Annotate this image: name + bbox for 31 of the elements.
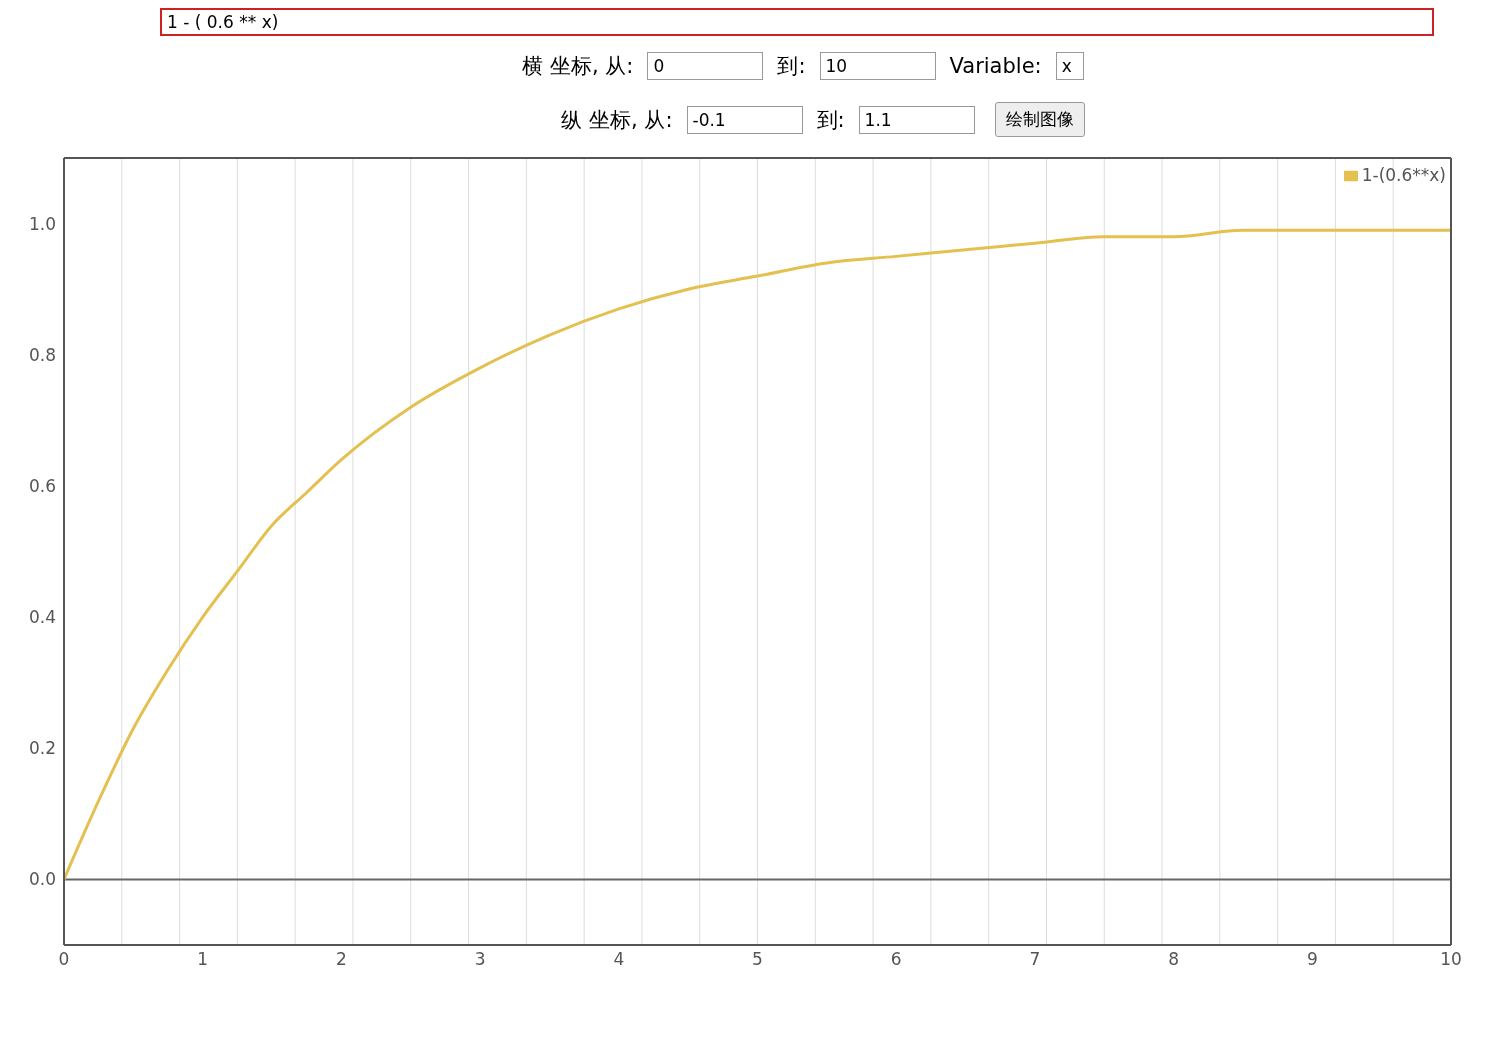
text: 到:: [777, 53, 806, 80]
y-tick-label: 1.0: [28, 213, 56, 234]
text-field: 0: [647, 52, 764, 80]
text: Variable:: [949, 54, 1042, 78]
x-tick-label: 2: [335, 949, 347, 970]
draw-button: 绘制图像: [994, 102, 1085, 137]
y-tick-label: 0.4: [28, 607, 56, 628]
x-tick-label: 9: [1306, 949, 1318, 970]
text: 纵 坐标, 从:: [561, 106, 673, 134]
text: 横 坐标, 从:: [522, 53, 634, 80]
text-field: x: [1055, 52, 1084, 80]
text-field: -0.1: [686, 105, 803, 134]
text: 到:: [816, 106, 845, 134]
x-tick-label: 8: [1168, 949, 1180, 970]
y-tick-label: 0.0: [28, 869, 56, 890]
formula-field: 1 - ( 0.6 ** x): [160, 8, 1434, 36]
y-tick-label: 0.2: [28, 738, 56, 759]
x-tick-label: 6: [890, 949, 902, 970]
x-tick-label: 0: [58, 949, 70, 970]
legend-label: 1-(0.6**x): [1361, 165, 1446, 185]
x-tick-label: 5: [752, 949, 763, 970]
x-tick-label: 10: [1440, 949, 1462, 970]
text-field: 10: [819, 52, 936, 80]
x-tick-label: 1: [197, 949, 209, 970]
y-tick-label: 0.6: [28, 475, 56, 496]
line-series: [64, 228, 1451, 881]
x-tick-label: 3: [474, 949, 486, 970]
y-tick-label: 0.8: [28, 344, 56, 365]
x-tick-label: 7: [1029, 949, 1041, 970]
x-tick-label: 4: [613, 949, 625, 970]
text-field: 1.1: [858, 105, 975, 134]
